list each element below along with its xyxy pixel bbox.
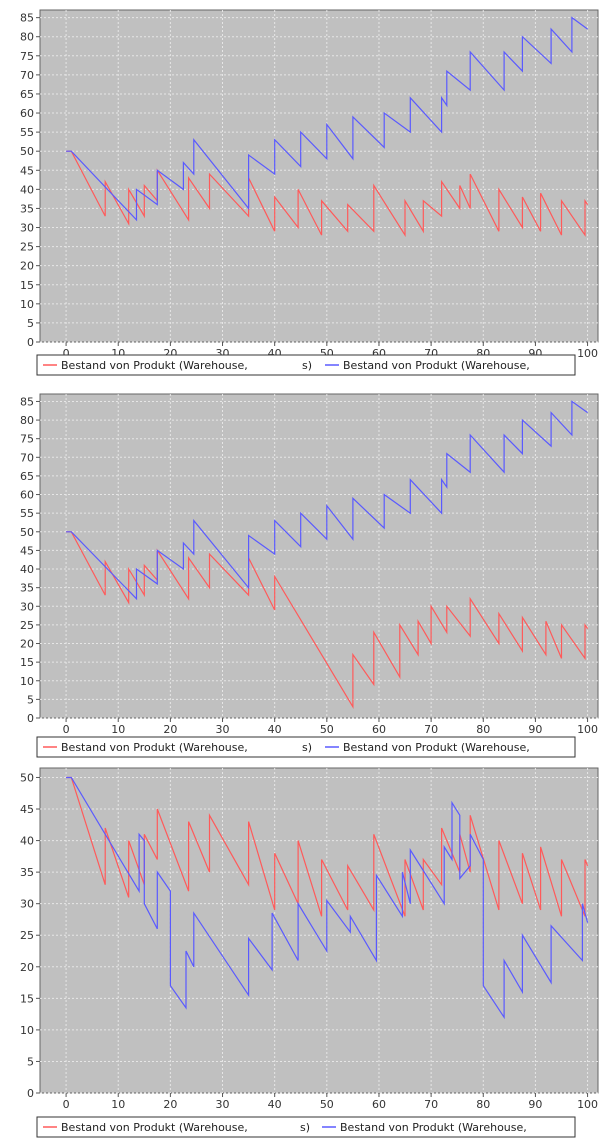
legend-label-1: Bestand von Produkt (Warehouse, <box>61 1121 248 1134</box>
x-tick-label: 100 <box>577 347 598 360</box>
y-tick-label: 20 <box>20 961 34 974</box>
legend-label-1: Bestand von Produkt (Warehouse, <box>61 741 248 754</box>
y-tick-label: 25 <box>20 929 34 942</box>
x-tick-label: 0 <box>63 347 70 360</box>
plot-area <box>39 393 599 719</box>
y-tick-label: 15 <box>20 656 34 669</box>
y-tick-label: 40 <box>20 183 34 196</box>
y-tick-label: 85 <box>20 12 34 25</box>
legend-label-1-tail: s) <box>300 1121 310 1134</box>
legend-label-1-tail: s) <box>302 359 312 372</box>
plot-area <box>39 767 599 1094</box>
y-tick-label: 5 <box>27 693 34 706</box>
y-tick-label: 80 <box>20 31 34 44</box>
x-tick-label: 70 <box>424 1098 438 1111</box>
y-tick-label: 20 <box>20 638 34 651</box>
legend-box <box>36 736 576 758</box>
x-tick-label: 100 <box>577 1098 598 1111</box>
x-tick-label: 0 <box>63 723 70 736</box>
y-tick-label: 0 <box>27 1087 34 1100</box>
x-tick-label: 90 <box>528 1098 542 1111</box>
y-tick-label: 50 <box>20 145 34 158</box>
y-tick-label: 10 <box>20 675 34 688</box>
y-tick-label: 5 <box>27 1055 34 1068</box>
legend-box <box>36 354 576 376</box>
x-tick-label: 40 <box>268 723 282 736</box>
y-tick-label: 0 <box>27 712 34 725</box>
y-tick-label: 35 <box>20 202 34 215</box>
y-tick-label: 55 <box>20 507 34 520</box>
x-tick-label: 90 <box>528 723 542 736</box>
series-line-1 <box>66 150 589 238</box>
y-tick-label: 35 <box>20 866 34 879</box>
x-tick-label: 60 <box>372 1098 386 1111</box>
x-tick-label: 30 <box>216 723 230 736</box>
chart-panel-1: 0 10 20 30 40 50 60 70 80 90 100051015202530354045… <box>20 9 599 376</box>
y-tick-label: 15 <box>20 279 34 292</box>
y-tick-label: 0 <box>27 336 34 349</box>
x-tick-label: 70 <box>424 723 438 736</box>
plot-area <box>39 9 599 343</box>
legend: Bestand von Produkt (Warehouse, s) Bestand… <box>36 1116 576 1138</box>
y-tick-label: 30 <box>20 600 34 613</box>
series-line-1 <box>66 776 589 917</box>
y-tick-label: 55 <box>20 126 34 139</box>
x-tick-label: 50 <box>320 723 334 736</box>
legend-label-2: Bestand von Produkt (Warehouse, <box>343 359 530 372</box>
x-tick-label: 20 <box>163 723 177 736</box>
series-line-2 <box>66 776 589 1020</box>
y-tick-label: 25 <box>20 241 34 254</box>
x-tick-label: 40 <box>268 1098 282 1111</box>
y-tick-label: 40 <box>20 563 34 576</box>
legend-box <box>36 1116 576 1138</box>
series-line-2 <box>66 400 588 601</box>
y-tick-label: 35 <box>20 582 34 595</box>
x-tick-label: 20 <box>163 1098 177 1111</box>
y-tick-label: 50 <box>20 526 34 539</box>
y-tick-label: 75 <box>20 50 34 63</box>
y-tick-label: 45 <box>20 544 34 557</box>
y-tick-label: 30 <box>20 898 34 911</box>
series-line-1 <box>66 531 589 709</box>
x-tick-label: 80 <box>476 1098 490 1111</box>
legend: Bestand von Produkt (Warehouse, s) Bestand… <box>36 354 576 376</box>
y-tick-label: 45 <box>20 803 34 816</box>
y-tick-label: 5 <box>27 317 34 330</box>
legend-label-1: Bestand von Produkt (Warehouse, <box>61 359 248 372</box>
legend-label-2: Bestand von Produkt (Warehouse, <box>343 741 530 754</box>
y-tick-label: 65 <box>20 88 34 101</box>
y-tick-label: 85 <box>20 395 34 408</box>
legend-label-2: Bestand von Produkt (Warehouse, <box>340 1121 527 1134</box>
y-tick-label: 50 <box>20 771 34 784</box>
y-tick-label: 70 <box>20 451 34 464</box>
chart-panel-2: 0 10 20 30 40 50 60 70 80 90 100 0 5 10 15 20 25 30 35 40 45… <box>20 393 599 758</box>
x-tick-label: 10 <box>111 723 125 736</box>
legend-label-1-tail: s) <box>302 741 312 754</box>
y-tick-label: 60 <box>20 107 34 120</box>
y-tick-label: 60 <box>20 489 34 502</box>
y-tick-label: 10 <box>20 1024 34 1037</box>
x-tick-label: 10 <box>111 1098 125 1111</box>
y-tick-label: 45 <box>20 164 34 177</box>
x-tick-label: 30 <box>216 1098 230 1111</box>
x-tick-label: 50 <box>320 1098 334 1111</box>
y-tick-label: 70 <box>20 69 34 82</box>
x-tick-label: 100 <box>577 723 598 736</box>
y-tick-label: 65 <box>20 470 34 483</box>
chart-panel-3: 0 10 20 30 40 50 60 70 80 90 100 0 5 10 15 20 25 30 35 40 45… <box>20 767 599 1138</box>
y-tick-label: 75 <box>20 433 34 446</box>
y-tick-label: 80 <box>20 414 34 427</box>
x-tick-label: 0 <box>63 1098 70 1111</box>
y-tick-label: 15 <box>20 992 34 1005</box>
x-tick-label: 80 <box>476 723 490 736</box>
y-tick-label: 10 <box>20 298 34 311</box>
series-line-2 <box>66 16 588 222</box>
y-tick-label: 25 <box>20 619 34 632</box>
y-tick-label: 30 <box>20 222 34 235</box>
y-tick-label: 40 <box>20 835 34 848</box>
x-tick-label: 60 <box>372 723 386 736</box>
legend: Bestand von Produkt (Warehouse, s) Bestand… <box>36 736 576 758</box>
y-tick-label: 20 <box>20 260 34 273</box>
